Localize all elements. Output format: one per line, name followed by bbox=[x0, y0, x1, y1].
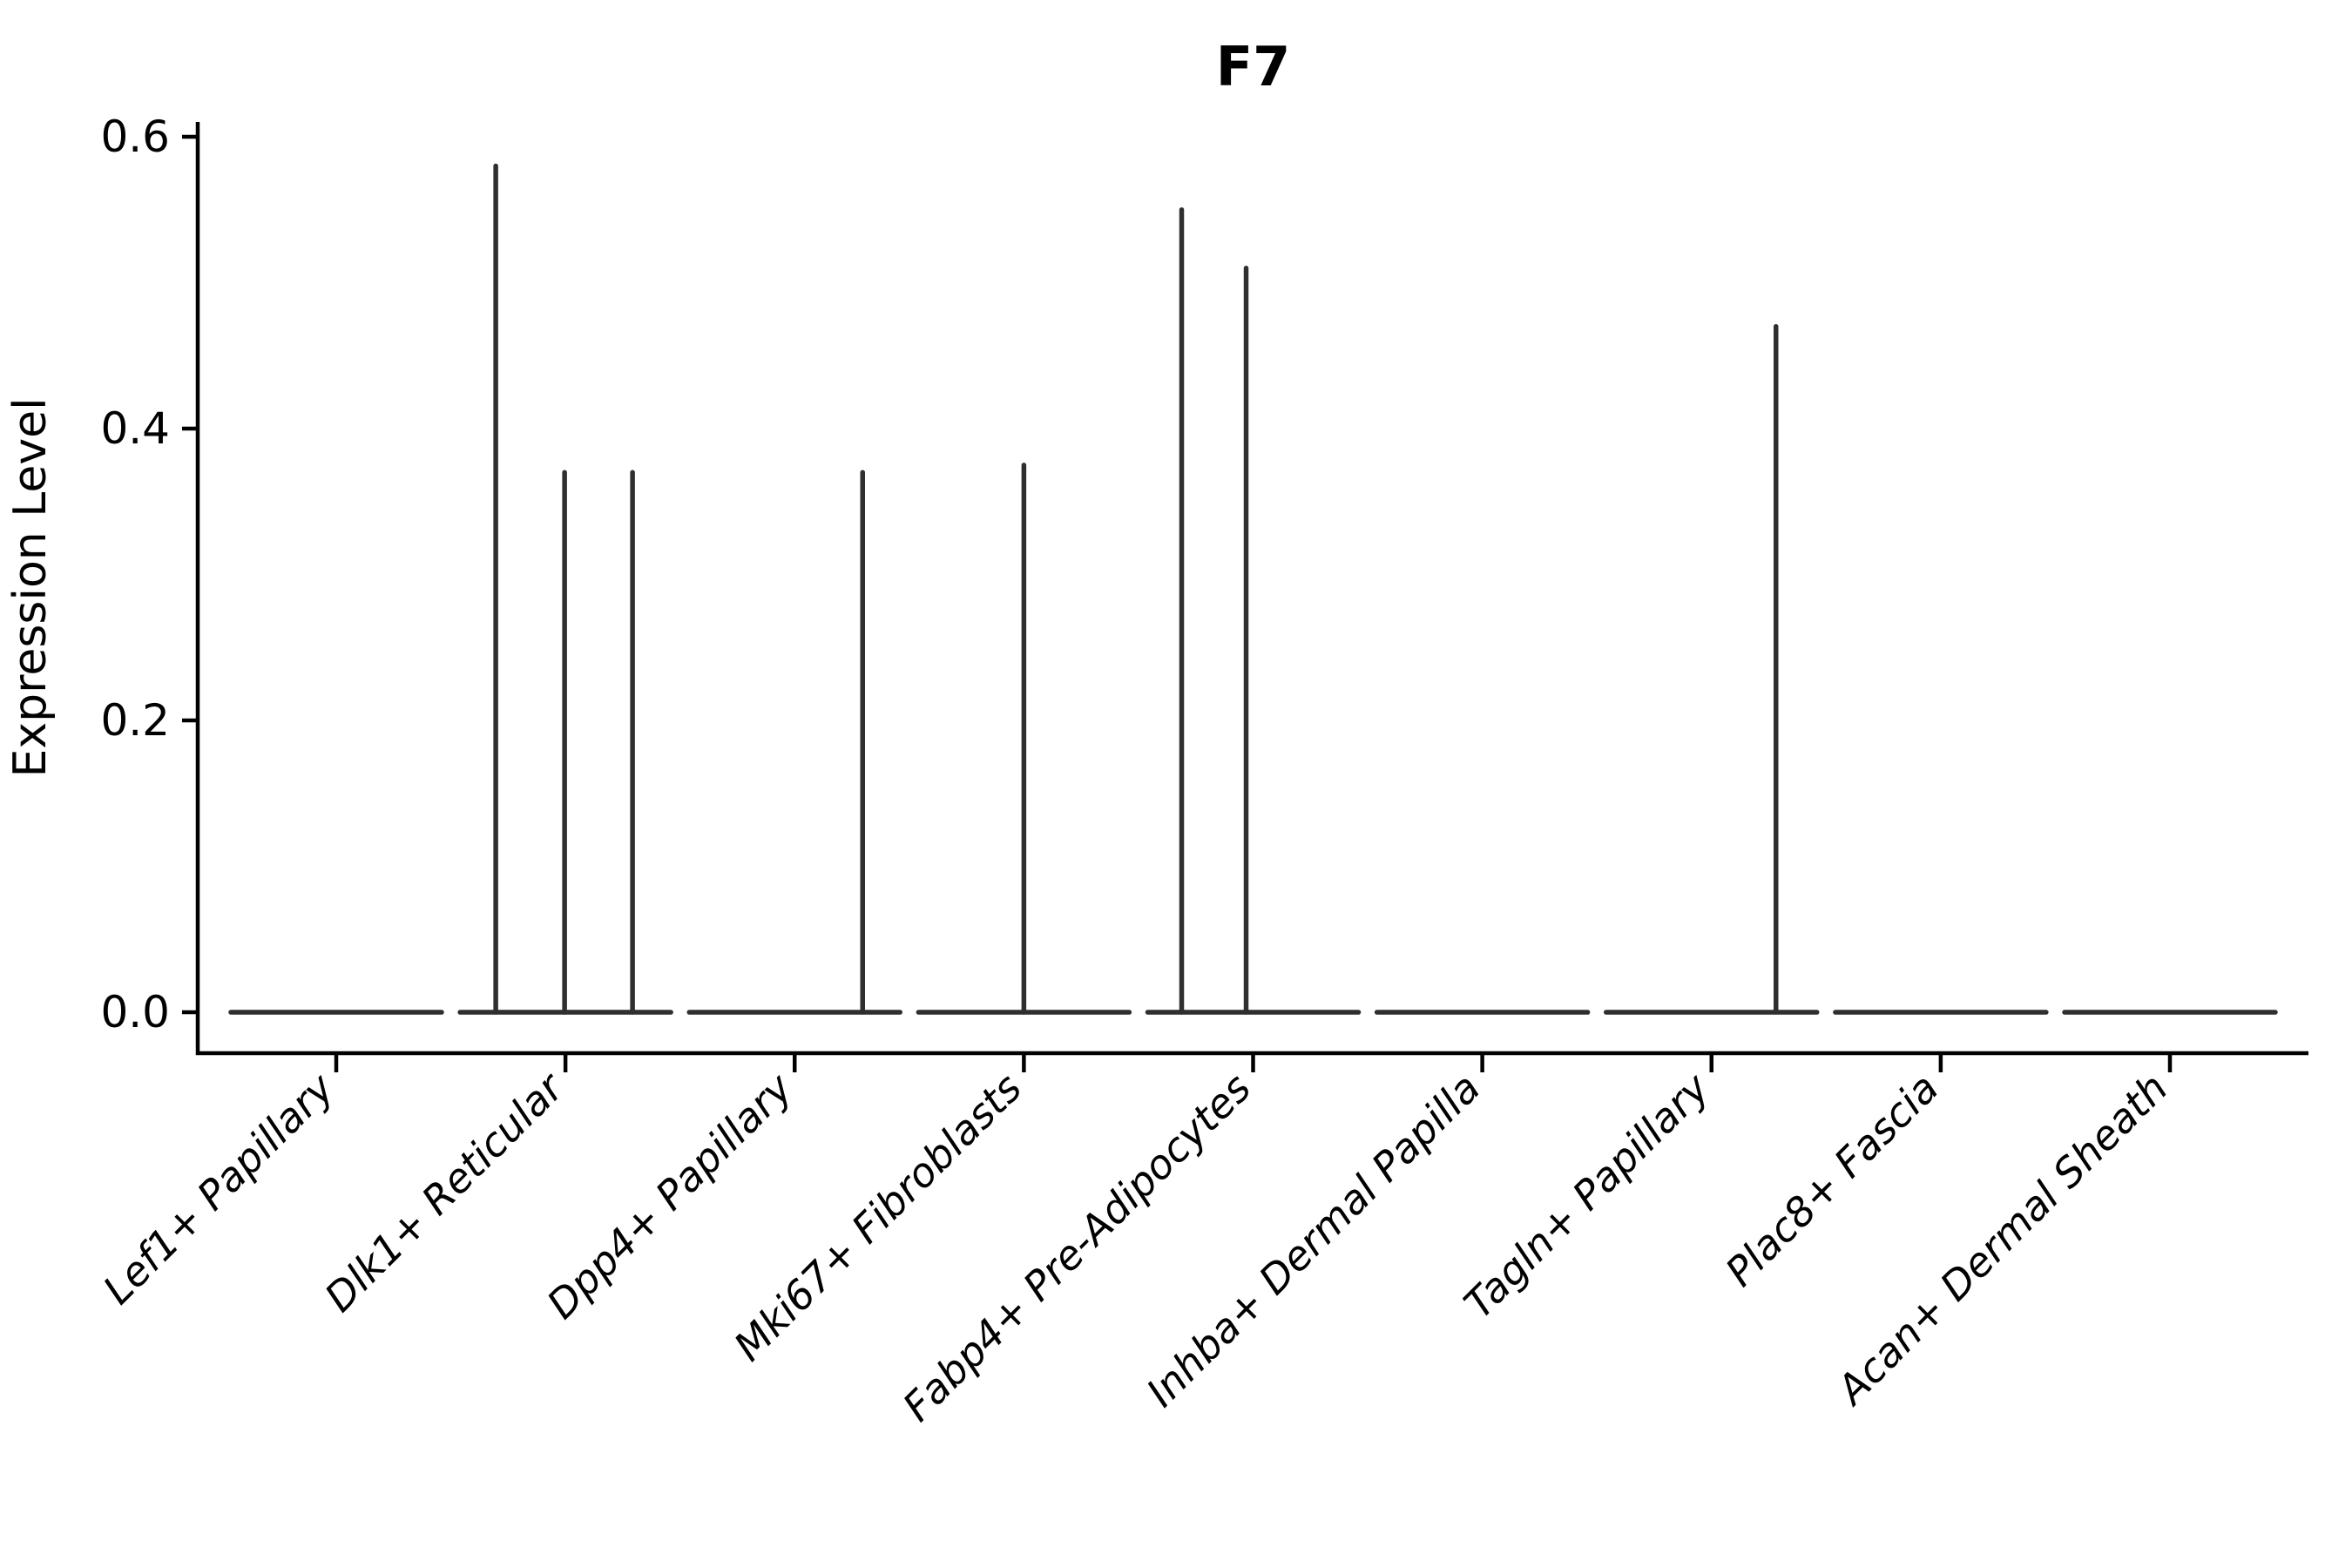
y-tick-label-0: 0.0 bbox=[100, 987, 170, 1037]
x-tick-label-0: Lef1+ Papillary bbox=[94, 1064, 343, 1313]
y-tick-label-3: 0.6 bbox=[100, 112, 170, 162]
x-tick-label-7: Plac8+ Fascia bbox=[1716, 1064, 1947, 1295]
x-tick-label-6: Tagln+ Papillary bbox=[1455, 1064, 1719, 1328]
y-tick-label-1: 0.2 bbox=[100, 695, 170, 746]
y-axis-label: Expression Level bbox=[4, 397, 57, 777]
x-tick-label-1: Dlk1+ Reticular bbox=[315, 1062, 574, 1321]
x-tick-label-2: Dpp4+ Papillary bbox=[537, 1064, 801, 1328]
y-tick-label-2: 0.4 bbox=[100, 403, 170, 454]
chart-title: F7 bbox=[1216, 35, 1291, 98]
axis-spines bbox=[195, 122, 2308, 1056]
